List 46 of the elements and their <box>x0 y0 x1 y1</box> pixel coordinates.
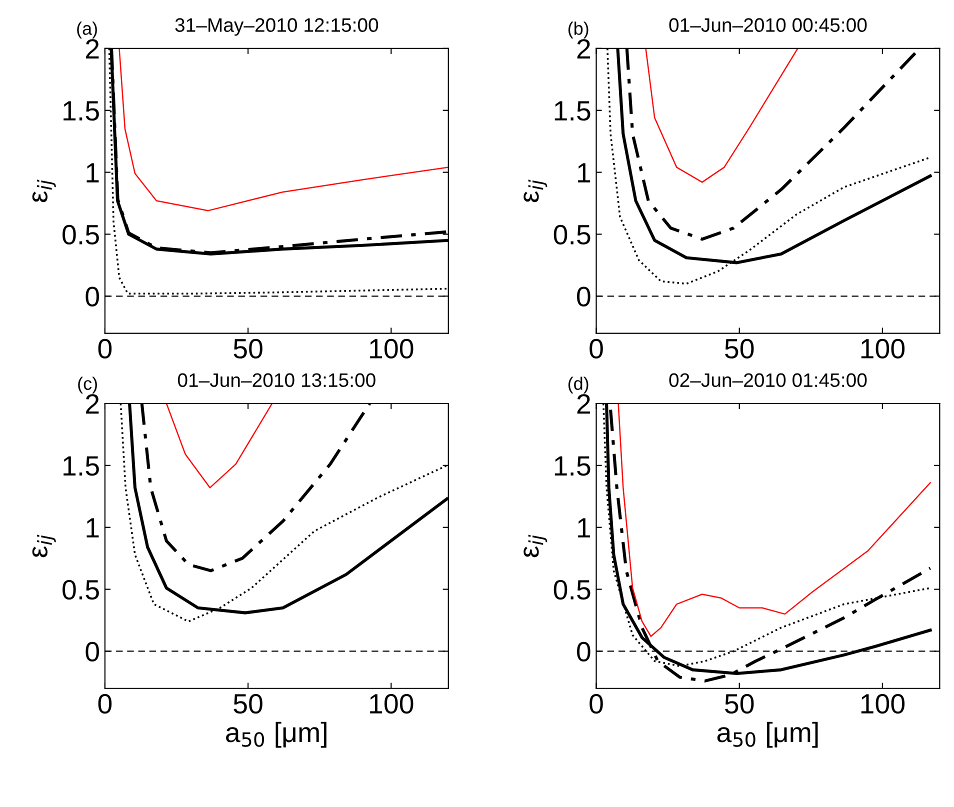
x-axis-title: a$_{50}$ [μm] <box>717 722 818 748</box>
line-series <box>645 48 798 183</box>
y-tick-label: 1 <box>86 163 99 182</box>
y-axis-title: ε$_{ij}$ <box>32 534 56 558</box>
line-series <box>166 404 273 488</box>
x-tick-label: 50 <box>234 338 262 359</box>
y-tick-label: 0 <box>577 642 590 662</box>
y-tick-label: 2 <box>86 39 99 58</box>
y-axis-title: ε$_{ij}$ <box>524 534 548 558</box>
y-tick-label: 1.5 <box>64 456 99 476</box>
y-tick-label: 1 <box>578 518 590 538</box>
y-tick-label: 0 <box>86 286 99 306</box>
x-tick-label: 100 <box>370 694 414 714</box>
x-tick-label: 100 <box>861 338 905 359</box>
y-axis-title: ε$_{ij}$ <box>32 180 56 202</box>
x-axis-title: a$_{50}$ [μm] <box>226 722 326 748</box>
y-axis-title: ε$_{ij}$ <box>524 180 548 202</box>
line-series <box>618 404 931 637</box>
y-tick-label: 1.5 <box>554 456 590 476</box>
text: (b) <box>568 22 588 38</box>
y-tick-label: 0.5 <box>554 580 590 600</box>
y-tick-label: 2 <box>577 39 590 58</box>
y-tick-label: 0.5 <box>62 224 99 245</box>
y-tick-label: 0.5 <box>62 580 99 600</box>
chart-title: 31–May–2010 12:15:00 <box>175 18 378 36</box>
x-tick-label: 100 <box>370 338 414 359</box>
y-tick-label: 0.5 <box>554 224 590 245</box>
y-tick-label: 2 <box>86 394 99 414</box>
y-tick-label: 1.5 <box>64 101 99 121</box>
text: (c) <box>78 376 97 394</box>
x-tick-label: 50 <box>234 694 262 714</box>
x-tick-label: 100 <box>861 694 905 714</box>
text: (d) <box>568 376 588 394</box>
text: (a) <box>77 22 97 38</box>
chart-title: 01–Jun–2010 00:45:00 <box>669 18 867 32</box>
chart-title: 02–Jun–2010 01:45:00 <box>669 373 867 388</box>
y-tick-label: 2 <box>577 394 590 414</box>
y-tick-label: 0 <box>577 286 590 306</box>
y-tick-label: 1 <box>578 163 590 182</box>
x-tick-label: 50 <box>725 694 754 714</box>
y-tick-label: 1 <box>86 518 99 538</box>
chart-title: 01–Jun–2010 13:15:00 <box>178 373 376 388</box>
x-tick-label: 50 <box>725 338 754 359</box>
y-tick-label: 1.5 <box>554 101 590 121</box>
line-series <box>118 48 448 212</box>
y-tick-label: 0 <box>86 642 99 662</box>
